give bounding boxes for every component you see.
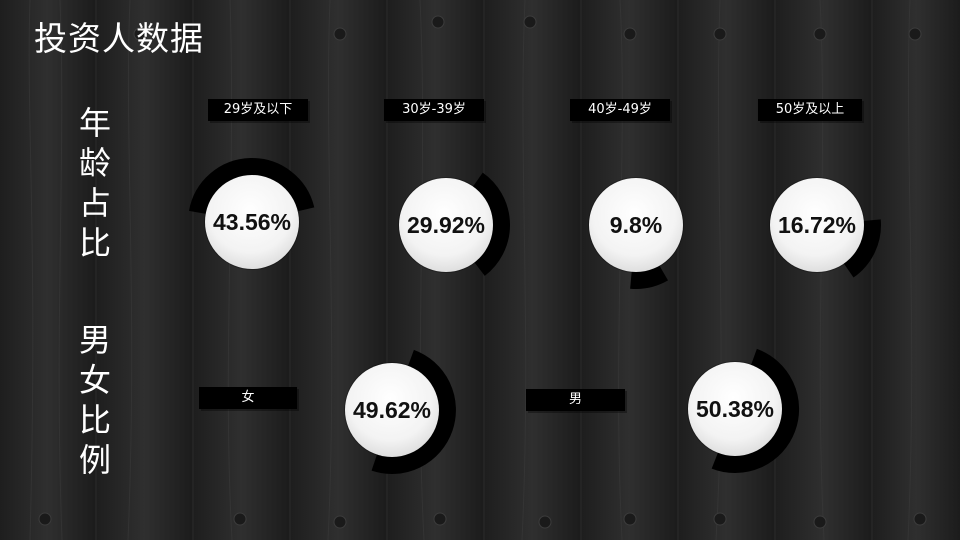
value-disc xyxy=(345,363,439,457)
gender-gauge-male: 50.38% xyxy=(670,344,800,474)
age-gauge-50-and-above: 16.72% xyxy=(752,160,882,290)
ring-arc xyxy=(842,219,881,278)
gender-gauge-female: 49.62% xyxy=(327,345,457,475)
age-value-30-39: 29.92% xyxy=(406,211,485,238)
age-gauge-29-and-below: 43.56% xyxy=(187,157,317,287)
value-disc xyxy=(688,362,782,456)
age-tag-40-49: 40岁-49岁 xyxy=(570,99,670,121)
age-label-char: 龄 xyxy=(78,144,111,182)
age-section-label: 年 龄 占 比 xyxy=(75,103,115,263)
gender-label-char: 男 xyxy=(78,321,111,359)
age-label-char: 占 xyxy=(78,184,111,222)
ring-arc xyxy=(188,158,315,215)
age-gauge-30-39: 29.92% xyxy=(381,160,511,290)
gender-value-male: 50.38% xyxy=(695,395,774,422)
gender-tag-male: 男 xyxy=(526,389,625,411)
gender-value-female: 49.62% xyxy=(352,396,431,423)
gender-label-char: 比 xyxy=(78,401,111,439)
page-title: 投资人数据 xyxy=(34,19,204,58)
value-disc xyxy=(770,178,864,272)
value-disc xyxy=(399,178,493,272)
value-disc xyxy=(589,178,683,272)
age-tag-30-39: 30岁-39岁 xyxy=(384,99,484,121)
ring-arc xyxy=(711,348,800,473)
age-tag-50-and-above: 50岁及以上 xyxy=(758,99,862,121)
gender-label-char: 女 xyxy=(78,361,111,399)
age-label-char: 年 xyxy=(78,104,111,142)
age-label-char: 比 xyxy=(78,224,111,262)
gender-label-char: 例 xyxy=(78,441,111,479)
age-value-50-and-above: 16.72% xyxy=(777,211,856,238)
age-value-40-49: 9.8% xyxy=(609,211,663,238)
ring-arc xyxy=(472,172,510,276)
value-disc xyxy=(205,175,299,269)
gender-section-label: 男 女 比 例 xyxy=(75,320,115,480)
age-value-29-and-below: 43.56% xyxy=(212,208,291,235)
gender-tag-female: 女 xyxy=(199,387,297,409)
age-gauge-40-49: 9.8% xyxy=(571,160,701,290)
ring-arc xyxy=(630,264,668,289)
age-tag-29-and-below: 29岁及以下 xyxy=(208,99,308,121)
ring-arc xyxy=(371,349,456,474)
